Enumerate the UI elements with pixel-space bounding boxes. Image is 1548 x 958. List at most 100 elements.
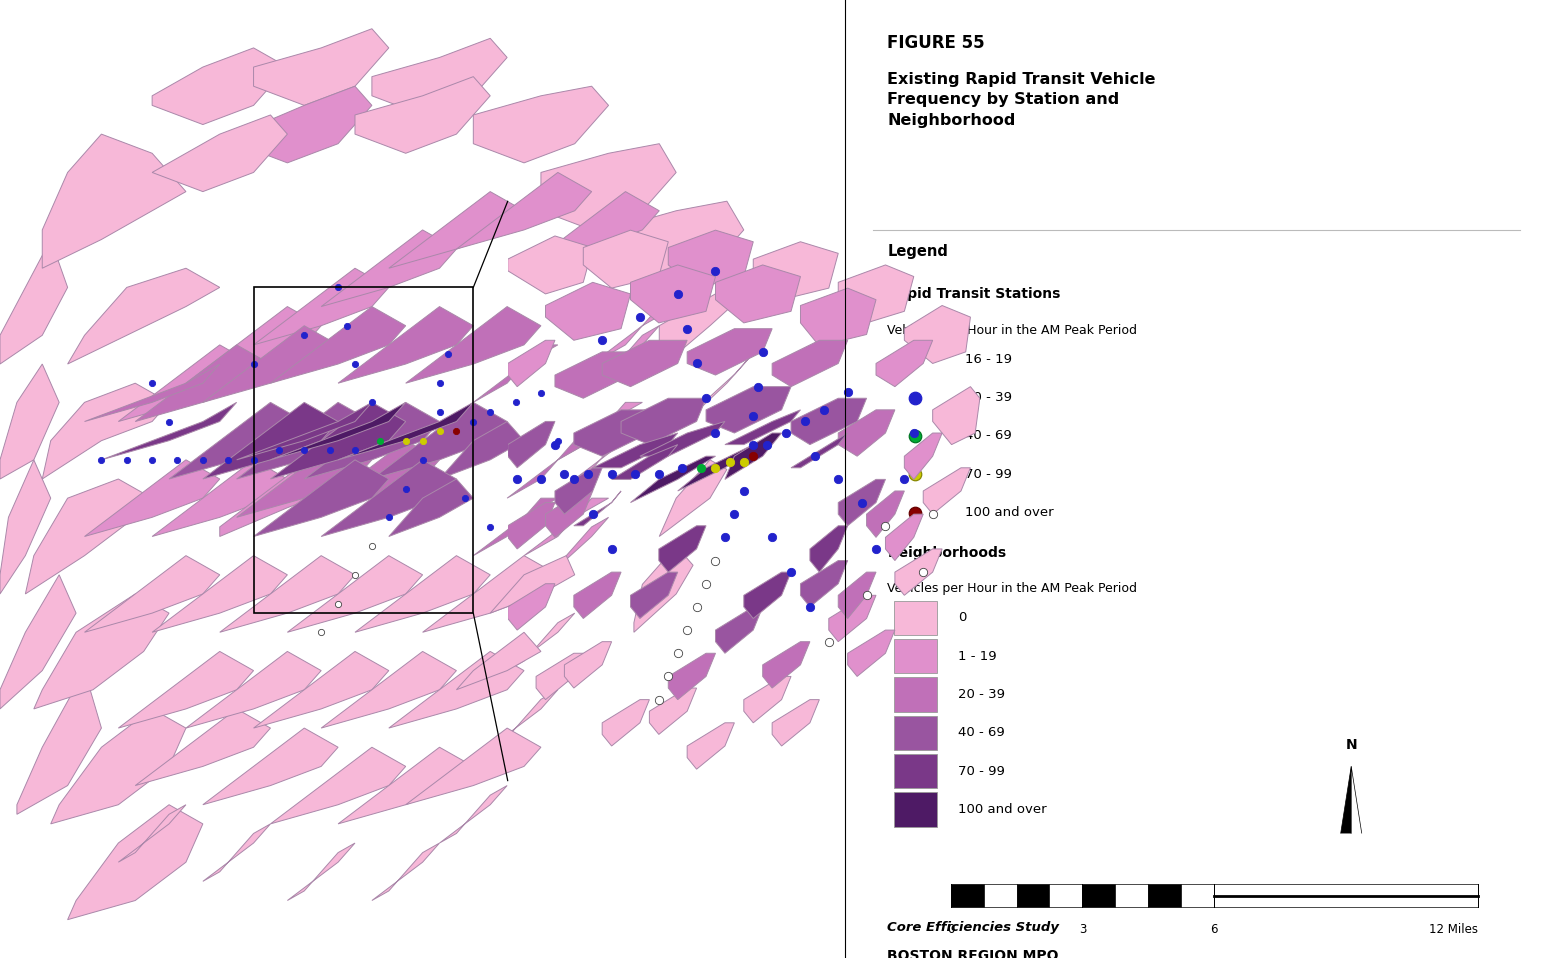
Polygon shape <box>715 265 800 323</box>
Polygon shape <box>536 653 584 699</box>
Polygon shape <box>745 676 791 723</box>
Polygon shape <box>508 340 556 387</box>
Text: 100 and over: 100 and over <box>958 803 1046 816</box>
Text: 70 - 99: 70 - 99 <box>958 764 1005 778</box>
Polygon shape <box>17 671 102 814</box>
Polygon shape <box>895 549 943 595</box>
Polygon shape <box>791 433 848 468</box>
Polygon shape <box>574 422 642 479</box>
Polygon shape <box>557 402 642 460</box>
Polygon shape <box>611 445 678 479</box>
Bar <box>895 601 937 635</box>
Polygon shape <box>423 556 557 632</box>
Polygon shape <box>848 630 895 676</box>
Polygon shape <box>320 651 457 728</box>
Polygon shape <box>152 556 288 632</box>
Polygon shape <box>630 456 715 503</box>
Polygon shape <box>550 517 608 575</box>
Polygon shape <box>923 468 971 514</box>
Polygon shape <box>203 824 271 881</box>
Polygon shape <box>389 479 474 536</box>
Polygon shape <box>51 709 186 824</box>
Polygon shape <box>508 236 593 294</box>
Text: 100 and over: 100 and over <box>964 506 1053 519</box>
Polygon shape <box>574 572 621 619</box>
Polygon shape <box>724 410 800 445</box>
Text: N: N <box>1345 738 1358 752</box>
Polygon shape <box>676 354 752 431</box>
PathPatch shape <box>1351 766 1362 833</box>
Text: 6: 6 <box>1211 923 1218 936</box>
Polygon shape <box>406 728 540 805</box>
Polygon shape <box>608 201 743 287</box>
Polygon shape <box>630 572 678 619</box>
Polygon shape <box>85 556 220 632</box>
Polygon shape <box>639 422 724 456</box>
Polygon shape <box>839 410 895 456</box>
Polygon shape <box>271 307 406 383</box>
Polygon shape <box>354 77 491 153</box>
Polygon shape <box>320 460 457 536</box>
Polygon shape <box>669 653 715 699</box>
Polygon shape <box>593 433 678 468</box>
Polygon shape <box>389 651 525 728</box>
Polygon shape <box>220 450 354 536</box>
Bar <box>895 677 937 712</box>
Polygon shape <box>687 723 734 769</box>
Text: 3: 3 <box>1079 923 1087 936</box>
Polygon shape <box>669 230 754 288</box>
Polygon shape <box>491 556 574 613</box>
Polygon shape <box>337 402 474 460</box>
Text: 1 - 19: 1 - 19 <box>958 650 997 663</box>
Text: Existing Rapid Transit Vehicle
Frequency by Station and
Neighborhood: Existing Rapid Transit Vehicle Frequency… <box>887 72 1156 127</box>
Polygon shape <box>389 192 525 268</box>
Polygon shape <box>904 433 943 479</box>
Polygon shape <box>186 307 320 383</box>
Polygon shape <box>305 441 440 517</box>
Polygon shape <box>724 433 782 479</box>
Polygon shape <box>372 38 508 115</box>
Polygon shape <box>372 402 508 479</box>
Polygon shape <box>491 690 557 747</box>
Bar <box>895 716 937 750</box>
Text: 70 - 99: 70 - 99 <box>964 468 1011 481</box>
Polygon shape <box>0 364 59 479</box>
Polygon shape <box>85 460 220 536</box>
Polygon shape <box>118 651 254 728</box>
PathPatch shape <box>1341 766 1351 833</box>
Polygon shape <box>508 613 574 671</box>
Polygon shape <box>372 843 440 901</box>
Polygon shape <box>621 399 706 445</box>
Polygon shape <box>876 340 932 387</box>
Polygon shape <box>591 326 659 383</box>
Polygon shape <box>337 747 474 824</box>
Polygon shape <box>772 340 848 387</box>
Polygon shape <box>659 268 760 354</box>
Polygon shape <box>406 307 540 383</box>
Polygon shape <box>203 728 337 805</box>
Polygon shape <box>540 144 676 230</box>
Polygon shape <box>650 688 697 735</box>
Polygon shape <box>678 445 763 491</box>
Polygon shape <box>839 479 885 526</box>
Polygon shape <box>254 29 389 105</box>
Polygon shape <box>556 468 602 514</box>
Polygon shape <box>337 307 474 383</box>
Polygon shape <box>152 115 288 192</box>
Polygon shape <box>203 402 337 479</box>
Polygon shape <box>271 402 406 460</box>
Polygon shape <box>0 240 68 364</box>
Polygon shape <box>591 307 676 364</box>
Text: 40 - 69: 40 - 69 <box>964 429 1011 443</box>
Polygon shape <box>237 402 372 479</box>
Bar <box>1181 884 1214 907</box>
Polygon shape <box>545 491 593 537</box>
Polygon shape <box>508 441 591 498</box>
Polygon shape <box>800 288 876 346</box>
Bar <box>1017 884 1050 907</box>
Polygon shape <box>745 572 791 619</box>
Polygon shape <box>706 387 791 433</box>
Polygon shape <box>508 422 556 468</box>
Polygon shape <box>102 402 237 460</box>
Polygon shape <box>635 546 694 632</box>
